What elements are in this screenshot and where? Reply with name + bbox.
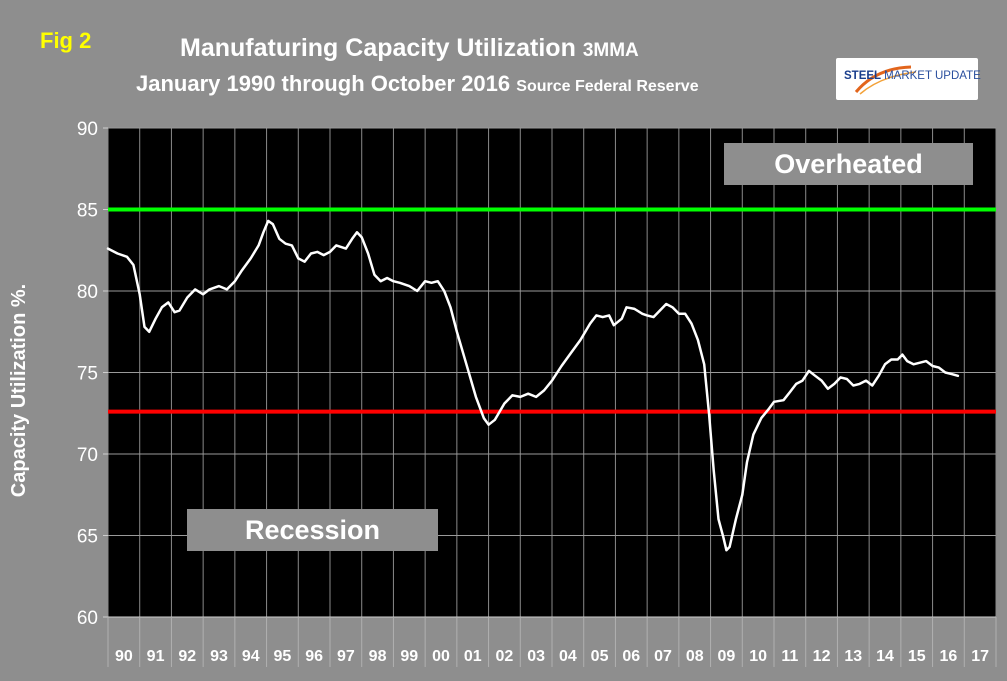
overheated-label-box xyxy=(724,143,973,185)
x-tick-label: 90 xyxy=(115,648,133,665)
y-axis-title: Capacity Utilization %. xyxy=(8,284,30,497)
x-tick-label: 01 xyxy=(464,648,482,665)
logo-swoosh-icon xyxy=(854,65,917,95)
recession-label: Recession xyxy=(245,515,380,545)
logo-text: STEEL MARKET UPDATE xyxy=(844,70,981,82)
x-tick-label: 09 xyxy=(718,648,736,665)
logo-text-bold: STEEL xyxy=(844,70,881,82)
y-tick-label: 75 xyxy=(77,364,98,385)
chart-subtitle-source: Source Federal Reserve xyxy=(516,78,699,95)
x-tick-label: 05 xyxy=(591,648,609,665)
figure-label: Fig 2 xyxy=(40,28,92,53)
x-tick-label: 07 xyxy=(654,648,672,665)
x-tick-label: 08 xyxy=(686,648,704,665)
x-tick-label: 91 xyxy=(147,648,165,665)
x-tick-label: 98 xyxy=(369,648,387,665)
x-tick-label: 14 xyxy=(876,648,894,665)
x-tick-label: 04 xyxy=(559,648,577,665)
x-tick-label: 99 xyxy=(400,648,418,665)
x-tick-label: 97 xyxy=(337,648,355,665)
x-tick-label: 16 xyxy=(940,648,958,665)
x-tick-label: 03 xyxy=(527,648,545,665)
x-tick-label: 13 xyxy=(844,648,862,665)
x-tick-label: 94 xyxy=(242,648,260,665)
steel-market-update-logo: STEEL MARKET UPDATE xyxy=(836,58,981,100)
chart-title: Manufaturing Capacity Utilization 3MMA xyxy=(180,34,639,63)
x-tick-label: 96 xyxy=(305,648,323,665)
y-tick-label: 65 xyxy=(77,527,98,548)
x-tick-label: 17 xyxy=(971,648,989,665)
logo-text-light: MARKET UPDATE xyxy=(884,70,981,82)
x-tick-label: 10 xyxy=(749,648,767,665)
x-tick-label: 93 xyxy=(210,648,228,665)
x-tick-label: 06 xyxy=(622,648,640,665)
recession-label-box xyxy=(187,509,438,551)
x-tick-label: 12 xyxy=(813,648,831,665)
chart-title-main: Manufaturing Capacity Utilization xyxy=(180,34,576,62)
chart-subtitle: January 1990 through October 2016 Source… xyxy=(136,71,699,97)
y-tick-label: 80 xyxy=(77,282,98,303)
capacity-utilization-line xyxy=(106,219,960,552)
x-tick-label: 95 xyxy=(274,648,292,665)
x-tick-label: 15 xyxy=(908,648,926,665)
y-tick-label: 70 xyxy=(77,445,98,466)
x-tick-label: 00 xyxy=(432,648,450,665)
chart-subtitle-range: January 1990 through October 2016 xyxy=(136,71,511,96)
y-tick-label: 60 xyxy=(77,608,98,629)
x-tick-label: 92 xyxy=(178,648,196,665)
y-tick-label: 90 xyxy=(77,119,98,140)
x-tick-label: 11 xyxy=(781,648,798,665)
overheated-label: Overheated xyxy=(774,149,923,179)
chart-title-suffix: 3MMA xyxy=(582,40,639,61)
y-tick-label: 85 xyxy=(77,201,98,222)
x-tick-label: 02 xyxy=(496,648,514,665)
